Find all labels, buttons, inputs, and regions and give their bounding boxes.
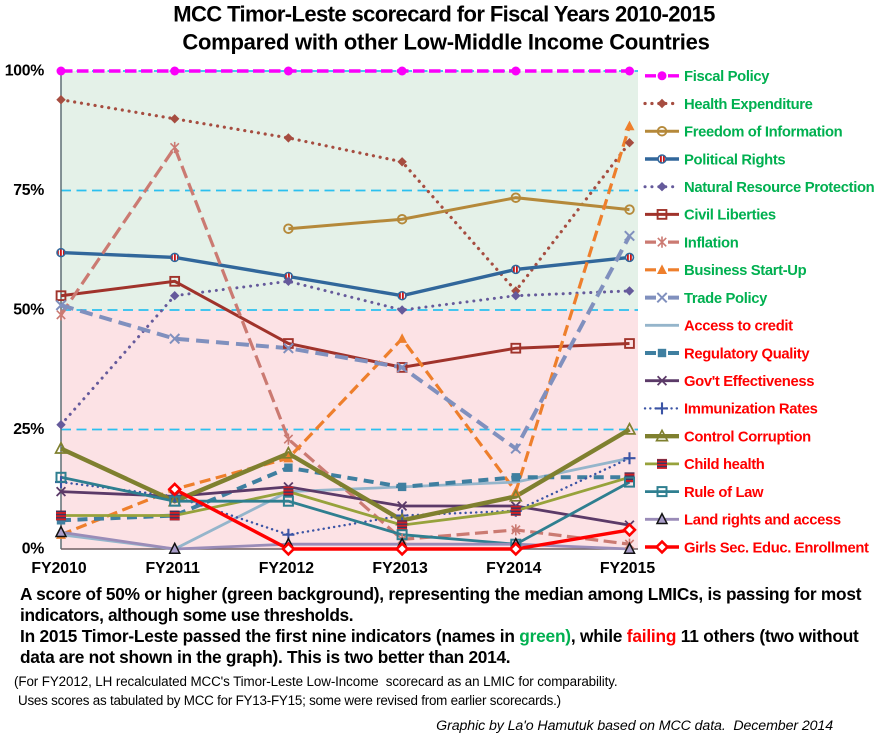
- svg-text:Immunization Rates: Immunization Rates: [684, 402, 818, 418]
- svg-text:Inflation: Inflation: [684, 235, 739, 251]
- svg-text:25%: 25%: [13, 421, 44, 438]
- svg-text:Land rights and access: Land rights and access: [684, 513, 841, 529]
- svg-text:FY2011: FY2011: [145, 560, 200, 577]
- svg-text:Graphic by La'o Hamutuk based: Graphic by La'o Hamutuk based on MCC dat…: [436, 718, 833, 734]
- svg-text:Child health: Child health: [684, 457, 765, 473]
- svg-text:0%: 0%: [22, 541, 44, 558]
- svg-text:indicators, although some use: indicators, although some use thresholds…: [20, 605, 353, 625]
- svg-text:Civil Liberties: Civil Liberties: [684, 208, 776, 224]
- svg-text:100%: 100%: [5, 63, 44, 80]
- svg-text:Rule of Law: Rule of Law: [684, 485, 764, 501]
- svg-text:In 2015 Timor-Leste passed the: In 2015 Timor-Leste passed the first nin…: [20, 626, 859, 646]
- svg-text:Freedom of Information: Freedom of Information: [684, 125, 843, 141]
- svg-text:A score of 50% or higher (gree: A score of 50% or higher (green backgrou…: [20, 584, 862, 604]
- svg-text:Natural Resource Protection: Natural Resource Protection: [684, 180, 875, 196]
- svg-text:data are not shown in the grap: data are not shown in the graph). This i…: [20, 647, 510, 667]
- svg-text:Business Start-Up: Business Start-Up: [684, 263, 807, 279]
- svg-text:Access to credit: Access to credit: [684, 319, 793, 335]
- svg-text:Trade Policy: Trade Policy: [684, 291, 768, 307]
- svg-text:FY2010: FY2010: [31, 560, 87, 577]
- svg-text:Compared with other Low-Middle: Compared with other Low-Middle Income Co…: [182, 30, 709, 55]
- svg-text:(For FY2012, LH recalculated M: (For FY2012, LH recalculated MCC's Timor…: [14, 674, 618, 689]
- svg-text:MCC Timor-Leste scorecard for: MCC Timor-Leste scorecard for Fiscal Yea…: [173, 2, 715, 27]
- svg-text:Gov't Effectiveness: Gov't Effectiveness: [684, 374, 814, 390]
- svg-text:Regulatory Quality: Regulatory Quality: [684, 346, 810, 362]
- svg-text:50%: 50%: [13, 302, 44, 319]
- svg-text:Health Expenditure: Health Expenditure: [684, 97, 813, 113]
- svg-text:FY2012: FY2012: [259, 560, 315, 577]
- svg-text:Political Rights: Political Rights: [684, 152, 785, 168]
- svg-text:75%: 75%: [13, 182, 44, 199]
- svg-text:FY2015: FY2015: [600, 560, 656, 577]
- svg-text:FY2013: FY2013: [372, 560, 428, 577]
- svg-text:Uses scores as tabulated by MC: Uses scores as tabulated by MCC for FY13…: [18, 693, 561, 708]
- svg-text:Fiscal Policy: Fiscal Policy: [684, 69, 770, 85]
- svg-text:Control Corruption: Control Corruption: [684, 430, 811, 446]
- svg-text:Girls Sec. Educ. Enrollment: Girls Sec. Educ. Enrollment: [684, 540, 869, 556]
- svg-text:FY2014: FY2014: [486, 560, 542, 577]
